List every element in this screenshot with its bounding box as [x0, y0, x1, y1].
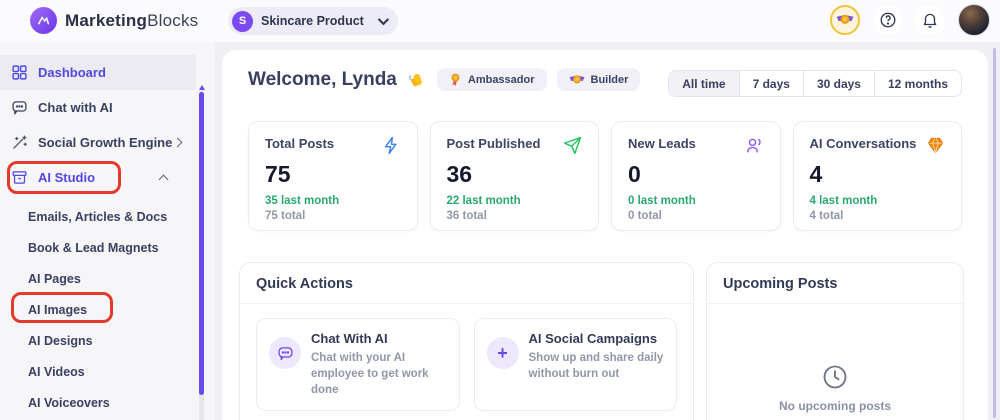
sidebar: Dashboard Chat with AI Social Growth Eng…	[0, 42, 215, 420]
sidebar-item-ai-studio[interactable]: AI Studio	[0, 160, 215, 195]
paper-plane-icon	[563, 136, 582, 155]
welcome-row: Welcome, Lynda Ambassador	[248, 68, 641, 91]
upcoming-posts-panel: Upcoming Posts No upcoming posts	[706, 262, 964, 420]
page-title: Welcome, Lynda	[248, 68, 397, 90]
dashboard-grid-icon	[12, 65, 27, 80]
status-badge-ambassador: Ambassador	[436, 68, 547, 91]
gem-icon	[927, 137, 944, 154]
sidebar-subitem-ai-videos[interactable]: AI Videos	[28, 364, 85, 379]
stats-row: Total Posts 75 35 last month 75 total Po…	[248, 121, 962, 231]
chat-bubble-icon	[269, 337, 301, 369]
lightning-bolt-icon	[384, 136, 397, 155]
chat-bubble-icon	[12, 101, 27, 115]
waving-hand-icon	[408, 73, 422, 86]
sidebar-item-label: Dashboard	[38, 65, 106, 80]
stat-delta: 0 last month	[628, 195, 696, 207]
bell-icon	[923, 13, 937, 28]
marketingblocks-logo-icon	[30, 7, 57, 34]
sidebar-item-label: Chat with AI	[38, 100, 113, 115]
filter-7-days[interactable]: 7 days	[739, 71, 804, 96]
filter-12-months[interactable]: 12 months	[874, 71, 961, 96]
brand-logo[interactable]: MarketingBlocks	[30, 7, 198, 34]
stat-value: 75	[265, 161, 291, 187]
upcoming-posts-empty-state: No upcoming posts	[707, 363, 963, 413]
filter-30-days[interactable]: 30 days	[803, 71, 875, 96]
product-avatar: S	[232, 10, 253, 32]
stat-value: 0	[628, 161, 641, 187]
stat-delta: 35 last month	[265, 195, 340, 207]
empty-text: No upcoming posts	[779, 399, 891, 413]
chevron-down-icon	[377, 13, 389, 26]
page-scrollbar[interactable]	[993, 48, 996, 418]
sidebar-subitem-ai-designs[interactable]: AI Designs	[28, 333, 93, 348]
action-chat-with-ai[interactable]: Chat With AI Chat with your AI employee …	[256, 318, 460, 412]
stat-card-new-leads: New Leads 0 0 last month 0 total	[611, 121, 781, 231]
topbar: MarketingBlocks S Skincare Product	[0, 0, 1000, 42]
stat-total: 36 total	[446, 210, 487, 222]
topbar-actions	[830, 4, 990, 36]
sidebar-subitem-ai-images[interactable]: AI Images	[28, 302, 88, 317]
notifications-button[interactable]	[916, 6, 944, 34]
quick-actions-grid: Chat With AI Chat with your AI employee …	[240, 304, 693, 420]
sidebar-scrollbar-thumb[interactable]	[199, 92, 204, 395]
medal-wings-icon	[569, 74, 584, 83]
product-name: Skincare Product	[261, 14, 364, 28]
filter-all-time[interactable]: All time	[669, 71, 740, 96]
medal-wings-icon	[836, 14, 854, 24]
product-switcher[interactable]: S Skincare Product	[228, 7, 398, 35]
status-badge-builder: Builder	[556, 68, 641, 91]
sidebar-item-social-growth-engine[interactable]: Social Growth Engine	[0, 125, 215, 160]
main-content: Welcome, Lynda Ambassador	[222, 50, 988, 420]
rewards-badge-button[interactable]	[830, 5, 860, 35]
brand-name-bold: Marketing	[65, 10, 148, 30]
help-button[interactable]	[874, 6, 902, 34]
stat-value: 4	[809, 161, 823, 187]
stat-delta: 4 last month	[809, 195, 878, 207]
plus-icon: +	[486, 337, 519, 369]
sidebar-item-dashboard[interactable]: Dashboard	[0, 55, 196, 90]
stat-card-total-posts: Total Posts 75 35 last month 75 total	[248, 121, 418, 231]
brand-name: MarketingBlocks	[65, 11, 198, 31]
sidebar-subitem-ai-voiceovers[interactable]: AI Voiceovers	[28, 395, 110, 410]
sidebar-scrollbar-arrow	[199, 85, 205, 90]
clock-icon	[823, 365, 847, 389]
stat-total: 4 total	[809, 210, 844, 222]
upcoming-posts-title: Upcoming Posts	[707, 263, 963, 304]
user-icon	[746, 138, 761, 153]
sidebar-subitem-emails-articles-docs[interactable]: Emails, Articles & Docs	[28, 209, 168, 224]
stat-total: 75 total	[265, 210, 306, 222]
sidebar-subitem-ai-pages[interactable]: AI Pages	[28, 271, 81, 286]
studio-box-icon	[12, 171, 27, 184]
chevron-up-icon	[158, 174, 169, 185]
user-avatar[interactable]	[958, 4, 990, 36]
stat-card-ai-conversations: AI Conversations 4 4 last month 4 total	[792, 121, 962, 231]
stat-total: 0 total	[628, 210, 662, 222]
magic-wand-icon	[13, 135, 27, 149]
stat-value: 36	[446, 161, 473, 187]
stat-delta: 22 last month	[446, 195, 521, 207]
quick-actions-panel: Quick Actions Chat With AI Chat with you…	[239, 262, 694, 420]
sidebar-item-label: AI Studio	[38, 170, 96, 185]
quick-actions-title: Quick Actions	[240, 263, 693, 304]
sidebar-item-label: Social Growth Engine	[38, 135, 173, 150]
chevron-right-icon	[172, 137, 183, 148]
sidebar-subitem-book-lead-magnets[interactable]: Book & Lead Magnets	[28, 240, 159, 255]
stat-card-post-published: Post Published 36 22 last month 36 total	[429, 121, 599, 231]
sidebar-item-chat-with-ai[interactable]: Chat with AI	[0, 90, 215, 125]
brand-name-light: Blocks	[147, 10, 199, 30]
time-range-filter: All time 7 days 30 days 12 months	[668, 70, 962, 97]
medal-ribbon-icon	[451, 73, 460, 86]
action-ai-social-campaigns[interactable]: + AI Social Campaigns Show up and share …	[473, 318, 677, 412]
